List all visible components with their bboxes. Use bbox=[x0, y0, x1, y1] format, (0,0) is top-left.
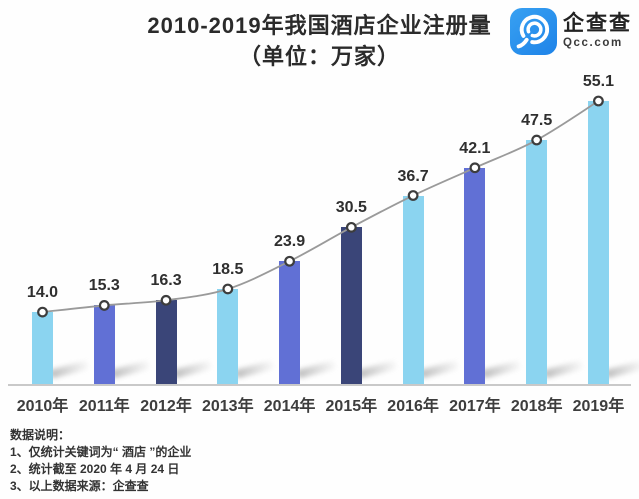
bar-2014年 bbox=[279, 261, 301, 384]
bar-2010年 bbox=[32, 312, 53, 384]
qcc-logo: 企查查 Qcc.com bbox=[510, 8, 632, 55]
x-tick-label: 2016年 bbox=[387, 398, 439, 415]
page-title: 2010-2019年我国酒店企业注册量 （单位：万家） bbox=[0, 10, 639, 72]
logo-domain: Qcc.com bbox=[563, 37, 623, 49]
logo-text: 企查查 Qcc.com bbox=[563, 12, 632, 51]
x-tick-label: 2012年 bbox=[140, 398, 192, 415]
bar-shadow bbox=[357, 359, 398, 379]
value-label: 14.0 bbox=[26, 284, 59, 302]
note-line-2: 2、统计截至 2020 年 4 月 24 日 bbox=[10, 462, 180, 476]
note-line-3: 3、以上数据来源：企查查 bbox=[10, 479, 149, 493]
value-label: 36.7 bbox=[397, 167, 429, 185]
qcc-magnifier-icon bbox=[510, 8, 557, 55]
bar-2012年 bbox=[155, 300, 177, 384]
bar-shadow bbox=[480, 359, 522, 379]
value-label: 23.9 bbox=[274, 233, 306, 251]
value-label: 18.5 bbox=[212, 260, 244, 278]
bar-2018年 bbox=[526, 140, 548, 384]
bar-shadow bbox=[109, 359, 151, 379]
bar-2013年 bbox=[217, 288, 239, 384]
value-label: 30.5 bbox=[335, 199, 367, 217]
value-label: 16.3 bbox=[150, 272, 182, 290]
bar-shadow bbox=[418, 359, 460, 379]
bar-shadow bbox=[48, 359, 90, 379]
value-label: 47.5 bbox=[521, 112, 553, 130]
x-tick-label: 2014年 bbox=[263, 398, 316, 415]
bar-2015年 bbox=[340, 227, 362, 384]
chart-title-line1: 2010-2019年我国酒店企业注册量 bbox=[147, 13, 492, 38]
x-axis-line bbox=[8, 384, 631, 386]
bar-shadow bbox=[233, 359, 275, 379]
bar-shadow bbox=[542, 359, 584, 379]
bar-shadow bbox=[171, 359, 213, 379]
logo-name: 企查查 bbox=[563, 12, 632, 35]
x-tick-label: 2013年 bbox=[201, 398, 254, 415]
bar-2011年 bbox=[93, 305, 115, 384]
bar-shadow bbox=[295, 359, 337, 379]
x-tick-label: 2019年 bbox=[572, 398, 625, 415]
x-tick-label: 2015年 bbox=[325, 398, 378, 415]
note-line-1: 1、仅统计关键词为“ 酒店 ”的企业 bbox=[10, 445, 192, 459]
bar-2017年 bbox=[464, 167, 486, 384]
x-tick-label: 2010年 bbox=[16, 398, 69, 415]
data-notes: 数据说明： 1、仅统计关键词为“ 酒店 ”的企业 2、统计截至 2020 年 4… bbox=[10, 426, 191, 495]
bar-2019年 bbox=[587, 101, 609, 384]
chart-title-line2: （单位：万家） bbox=[238, 44, 400, 69]
x-tick-label: 2017年 bbox=[449, 398, 501, 415]
notes-heading: 数据说明： bbox=[10, 428, 71, 442]
x-tick-label: 2011年 bbox=[78, 398, 130, 415]
value-label: 42.1 bbox=[459, 139, 491, 157]
value-label: 55.1 bbox=[582, 73, 614, 90]
value-label: 15.3 bbox=[88, 277, 120, 295]
bar-shadow bbox=[604, 359, 639, 379]
x-tick-label: 2018年 bbox=[510, 398, 563, 415]
bar-2016年 bbox=[402, 195, 424, 384]
